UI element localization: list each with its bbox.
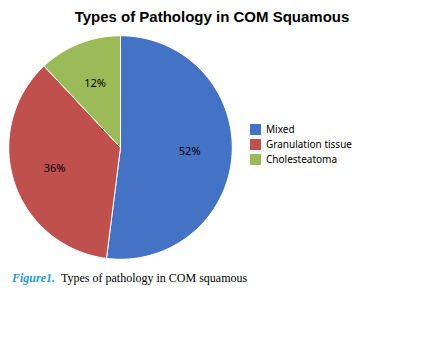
svg-text:36%: 36% [44, 160, 66, 175]
html-text:Cholesteatoma: Cholesteatoma [266, 152, 337, 166]
html-text:Types of Pathology in COM Squa: Types of Pathology in COM Squamous [74, 8, 350, 25]
html-text:Mixed: Mixed [266, 122, 295, 136]
html-text:Granulation tissue: Granulation tissue [266, 137, 352, 151]
svg-text:12%: 12% [84, 75, 106, 90]
html-text:Types of pathology in COM squa: Types of pathology in COM squamous [61, 271, 248, 285]
html-text:Figure1.: Figure1. [12, 271, 55, 285]
svg-text:52%: 52% [179, 143, 201, 158]
